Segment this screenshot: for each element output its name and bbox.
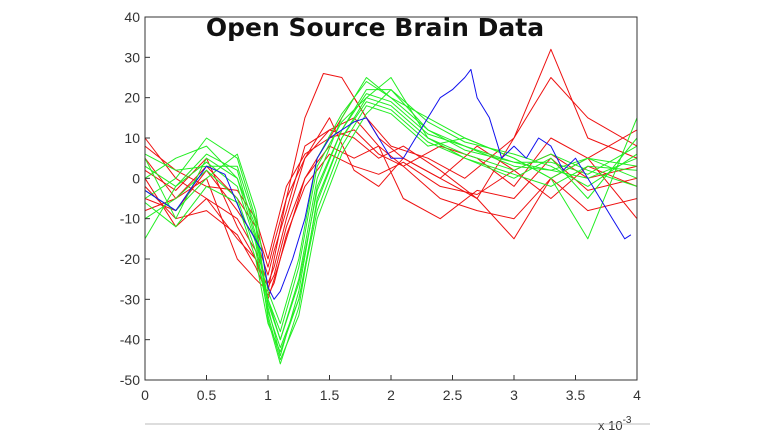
series-line-green-13: [144, 97, 638, 333]
x-tick-label: 0.5: [197, 387, 217, 403]
x-multiplier-base: x 10: [598, 418, 623, 432]
series-line-green-14: [144, 81, 638, 324]
x-tick-label: 2: [387, 387, 395, 403]
chart-title: Open Source Brain Data: [206, 13, 544, 42]
x-tick-label: 1: [264, 387, 272, 403]
series-line-green-17: [144, 101, 638, 353]
series-line-red-5: [144, 145, 638, 288]
y-tick-label: -20: [120, 251, 140, 267]
series-line-green-16: [144, 93, 638, 341]
x-multiplier-label: x 10-3: [598, 415, 632, 432]
series-line-red-2: [144, 73, 638, 292]
y-tick-label: 30: [124, 49, 140, 65]
series-line-green-12: [144, 105, 638, 349]
y-tick-label: 0: [132, 170, 140, 186]
series-line-green-11: [144, 89, 638, 357]
y-tick-label: -50: [120, 372, 140, 388]
y-tick-label: -30: [120, 291, 140, 307]
series-line-red-4: [144, 129, 638, 276]
y-tick-label: -10: [120, 211, 140, 227]
x-tick-label: 0: [141, 387, 149, 403]
series-line-green-15: [144, 89, 638, 361]
y-tick-label: -40: [120, 332, 140, 348]
y-tick-label: 10: [124, 130, 140, 146]
x-tick-label: 1.5: [320, 387, 340, 403]
series-layer: [144, 48, 638, 365]
ticks-layer: 0 0.5 1 1.5 2 2.5 3 3.5 4 -50 -40 -30 -20 -10 0 10 20 30 4…: [120, 9, 641, 403]
y-tick-label: 40: [124, 9, 140, 25]
x-tick-label: 2.5: [443, 387, 463, 403]
series-line-green-10: [144, 77, 638, 365]
x-tick-label: 3: [510, 387, 518, 403]
x-multiplier-exponent: -3: [623, 415, 632, 426]
plot-area: 0 0.5 1 1.5 2 2.5 3 3.5 4 -50 -40 -30 -20 -10 0 10 20 30 4…: [120, 9, 641, 403]
y-tick-label: 20: [124, 90, 140, 106]
x-tick-label: 3.5: [566, 387, 586, 403]
x-tick-label: 4: [633, 387, 641, 403]
series-line-blue-18: [144, 68, 632, 300]
